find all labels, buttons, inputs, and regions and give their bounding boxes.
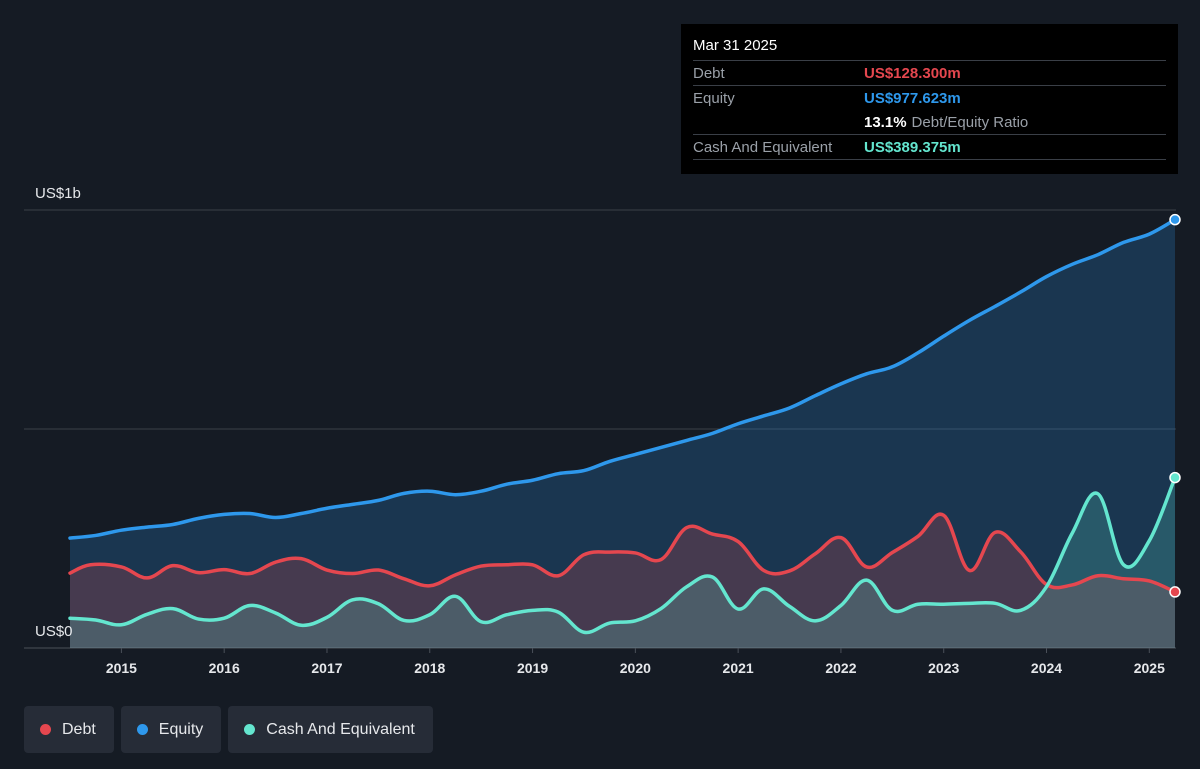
x-tick-label: 2020: [620, 660, 651, 676]
y-tick-label: US$0: [35, 623, 73, 640]
debt-end-marker: [1169, 586, 1181, 598]
x-tick-label: 2017: [311, 660, 342, 676]
tooltip-divider: [693, 159, 1166, 161]
tooltip-panel: Mar 31 2025 Debt US$128.300m Equity US$9…: [681, 24, 1178, 174]
series-lines: [68, 217, 1177, 635]
legend-item-equity[interactable]: Equity: [120, 706, 222, 753]
tooltip-row-equity: Equity US$977.623m: [693, 85, 1166, 110]
x-tick-label: 2025: [1134, 660, 1165, 676]
x-tick-label: 2021: [723, 660, 754, 676]
cash-line: [68, 475, 1177, 635]
tooltip-cash-value: US$389.375m: [864, 138, 961, 156]
tooltip-row-debt: Debt US$128.300m: [693, 60, 1166, 85]
x-tick-label: 2019: [517, 660, 548, 676]
tooltip-date: Mar 31 2025: [693, 37, 778, 54]
series-areas: [70, 219, 1175, 648]
legend: Debt Equity Cash And Equivalent: [24, 706, 433, 753]
y-tick-label: US$1b: [35, 185, 81, 202]
equity-end-marker: [1169, 213, 1181, 226]
legend-label-cash: Cash And Equivalent: [266, 720, 415, 738]
legend-label-debt: Debt: [62, 720, 96, 738]
tooltip-ratio-text: Debt/Equity Ratio: [911, 113, 1029, 131]
x-tick-label: 2022: [825, 660, 856, 676]
legend-item-debt[interactable]: Debt: [24, 706, 114, 753]
x-tick-label: 2015: [106, 660, 137, 676]
equity-area: [70, 219, 1175, 648]
cash-dot-icon: [244, 724, 256, 735]
debt-area: [70, 514, 1175, 648]
tooltip-debt-value: US$128.300m: [864, 64, 961, 82]
x-tick-label: 2024: [1031, 660, 1062, 676]
y-axis-labels: US$1b US$0: [35, 185, 81, 640]
tooltip-cash-label: Cash And Equivalent: [693, 138, 833, 156]
debt-line: [68, 512, 1177, 594]
legend-item-cash[interactable]: Cash And Equivalent: [228, 706, 433, 753]
tooltip-debt-label: Debt: [693, 64, 725, 82]
x-tick-label: 2018: [414, 660, 445, 676]
equity-dot-icon: [136, 724, 148, 735]
x-tick-label: 2016: [209, 660, 240, 676]
grid: [24, 209, 1176, 649]
end-markers: [1169, 213, 1181, 598]
x-tick-label: 2023: [928, 660, 959, 676]
legend-label-equity: Equity: [158, 720, 204, 738]
cash-end-marker: [1169, 471, 1181, 484]
cash-area: [70, 477, 1175, 648]
tooltip-equity-label: Equity: [693, 89, 735, 107]
x-axis: 2015 2016 2017 2018 2019 2020 2021 2022 2023 2024…: [106, 648, 1165, 676]
tooltip-row-ratio: 13.1% Debt/Equity Ratio: [693, 110, 1166, 134]
tooltip-equity-value: US$977.623m: [864, 89, 961, 107]
tooltip-ratio-percent: 13.1%: [864, 113, 907, 131]
tooltip-row-cash: Cash And Equivalent US$389.375m: [693, 134, 1166, 159]
debt-dot-icon: [40, 724, 51, 735]
equity-line: [68, 217, 1177, 540]
